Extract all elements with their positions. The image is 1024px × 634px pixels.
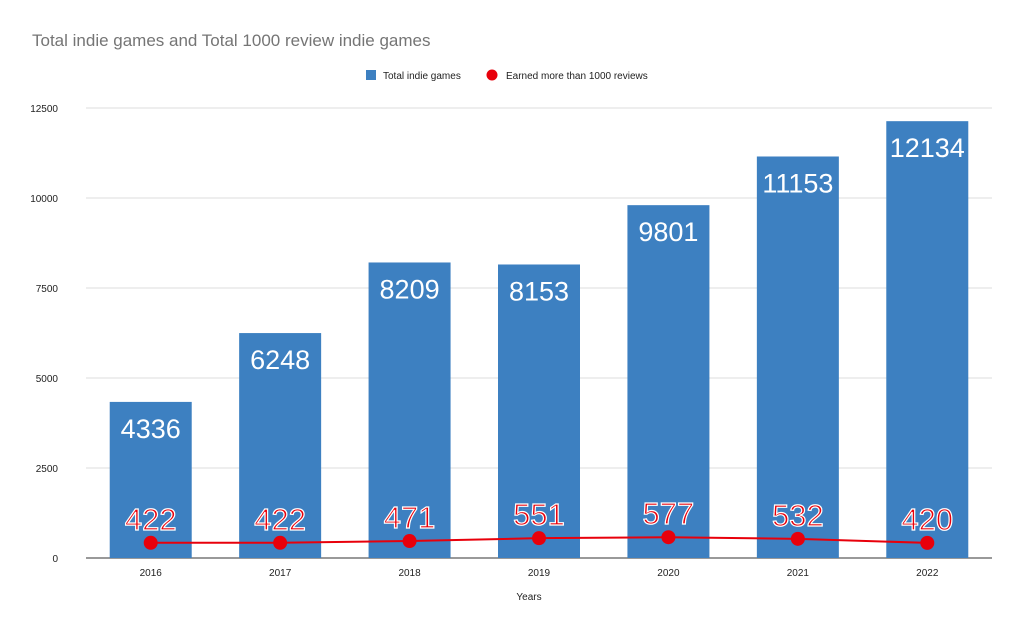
x-tick-label: 2017	[269, 568, 292, 579]
x-tick-label: 2022	[916, 568, 939, 579]
line-point-2020	[661, 530, 676, 545]
y-tick-label: 12500	[30, 104, 58, 115]
y-tick-label: 0	[52, 554, 58, 565]
bar-2017	[239, 333, 322, 558]
x-tick-label: 2018	[398, 568, 421, 579]
line-data-label: 420	[901, 502, 953, 537]
bar-2021	[756, 156, 839, 558]
line-data-label: 532	[772, 498, 824, 533]
line-point-2018	[402, 534, 417, 549]
bar-2022	[886, 121, 969, 559]
line-data-label: 577	[643, 496, 695, 531]
line-data-label: 422	[125, 502, 177, 537]
y-tick-label: 5000	[36, 374, 59, 385]
line-point-2021	[790, 531, 805, 546]
line-series: 422 422 471 551 577 532 420	[124, 496, 954, 550]
line-data-label: 471	[384, 500, 436, 535]
line-point-2019	[532, 531, 546, 546]
bar-data-label: 8153	[509, 276, 569, 306]
y-tick-label: 7500	[36, 284, 59, 295]
bar-data-label: 8209	[380, 274, 440, 304]
legend: Total indie games Earned more than 1000 …	[366, 69, 648, 82]
x-tick-label: 2020	[657, 568, 680, 579]
x-tick-label: 2021	[787, 568, 810, 579]
x-tick-label: 2019	[528, 568, 551, 579]
bar-2018	[368, 262, 451, 558]
bar-data-label: 11153	[762, 168, 833, 198]
bar-data-label: 12134	[890, 133, 965, 163]
bar-2016	[109, 401, 192, 558]
line-point-2016	[143, 535, 158, 550]
bar-data-label: 6248	[250, 345, 310, 375]
x-axis: 2016 2017 2018 2019 2020 2021 2022	[140, 568, 939, 579]
y-tick-label: 10000	[30, 194, 58, 205]
x-tick-label: 2016	[140, 568, 163, 579]
line-data-label: 551	[513, 497, 565, 532]
line-point-2022	[920, 535, 935, 550]
y-axis: 0 2500 5000 7500 10000 12500	[30, 104, 58, 565]
chart-title: Total indie games and Total 1000 review …	[32, 31, 431, 50]
bar-series: 4336 6248 8209 8153 9801 11153 12134	[109, 121, 969, 559]
legend-label-line: Earned more than 1000 reviews	[506, 71, 648, 82]
y-tick-label: 2500	[36, 464, 59, 475]
x-axis-label: Years	[516, 592, 541, 603]
legend-swatch-bars	[366, 70, 376, 80]
bar-2019	[498, 264, 580, 558]
line-data-label: 422	[254, 502, 306, 537]
legend-swatch-line	[486, 69, 498, 81]
legend-label-bars: Total indie games	[383, 71, 461, 82]
bar-2020	[627, 205, 710, 558]
bar-data-label: 9801	[638, 217, 698, 247]
bar-data-label: 4336	[121, 414, 181, 444]
line-point-2017	[273, 535, 288, 550]
